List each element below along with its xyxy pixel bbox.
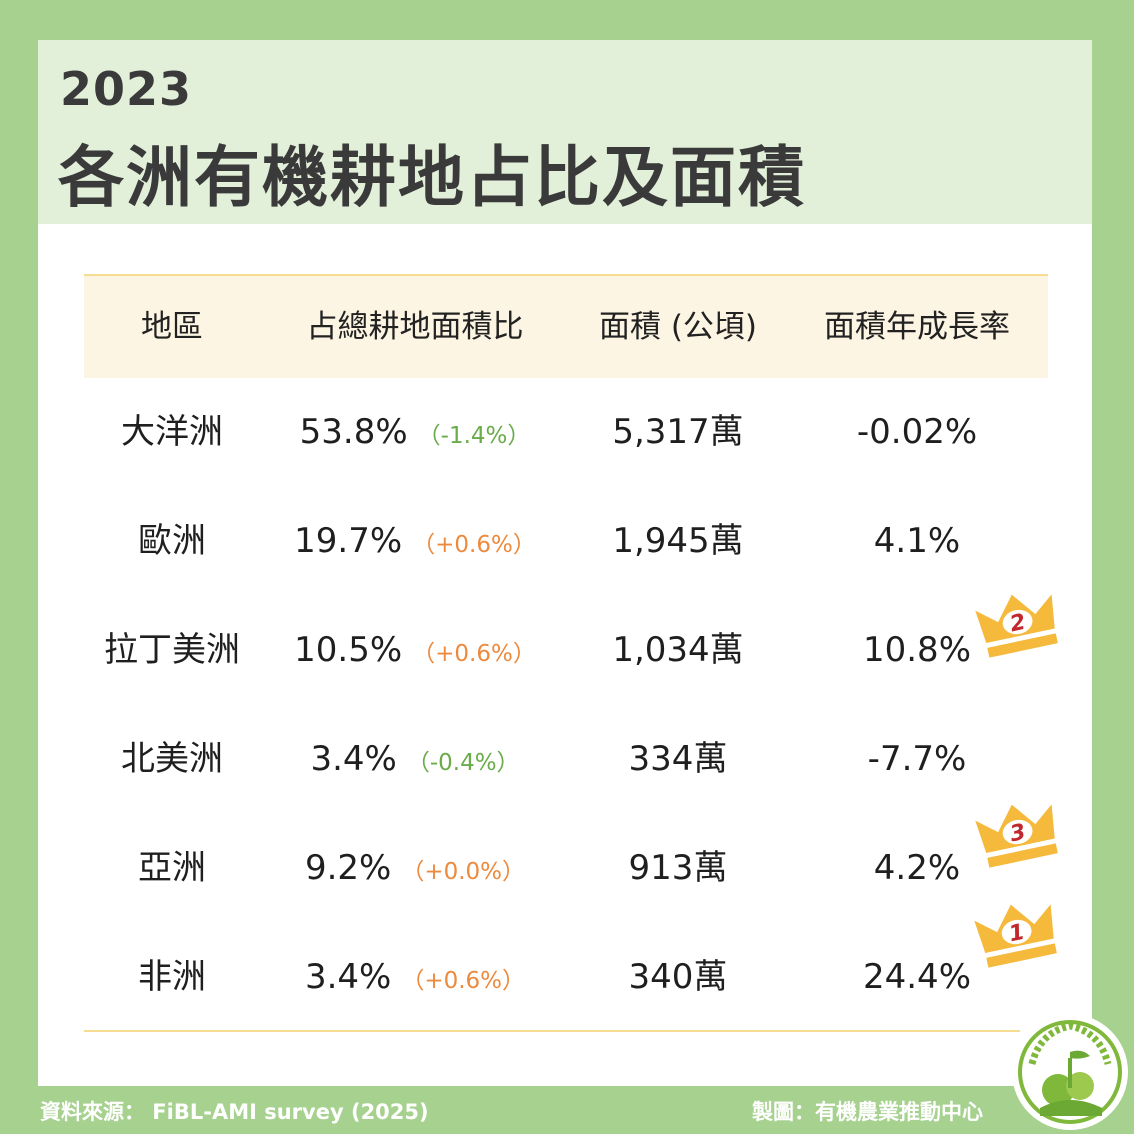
crown-icon: 3 <box>975 804 1058 868</box>
share-change: （+0.6%） <box>412 532 536 558</box>
share-change: （+0.6%） <box>412 641 536 667</box>
table-row: 歐洲 19.7% （+0.6%） 1,945萬 4.1% <box>84 501 1048 581</box>
region-cell: 北美洲 <box>121 739 223 779</box>
table-row: 大洋洲 53.8% （-1.4%） 5,317萬 -0.02% <box>84 392 1048 472</box>
rank-label: 1 <box>1007 920 1027 948</box>
growth-cell: -0.02% <box>856 412 978 452</box>
rank-label: 3 <box>1008 820 1028 848</box>
share-value: 9.2% <box>304 848 392 888</box>
crown-icon: 1 <box>974 904 1057 968</box>
region-cell: 亞洲 <box>138 848 206 888</box>
page-title: 各洲有機耕地占比及面積 <box>58 139 806 216</box>
share-change: （+0.0%） <box>401 859 526 885</box>
share-cell: 53.8% （-1.4%） <box>260 392 570 472</box>
growth-cell: -7.7% <box>867 739 967 779</box>
crown-icon: 2 <box>975 594 1058 658</box>
table-bottom-border <box>84 1030 1020 1032</box>
region-cell: 非洲 <box>138 957 206 997</box>
growth-cell: 10.8% <box>862 630 971 670</box>
rank-label: 2 <box>1008 610 1028 638</box>
area-cell: 340萬 <box>628 957 728 997</box>
year-heading: 2023 <box>60 62 193 116</box>
column-header-share: 占總耕地面積比 <box>306 309 524 345</box>
share-change: （-1.4%） <box>417 423 531 449</box>
table-row: 北美洲 3.4% （-0.4%） 334萬 -7.7% <box>84 719 1048 799</box>
share-cell: 19.7% （+0.6%） <box>260 501 570 581</box>
share-value: 3.4% <box>310 739 397 779</box>
share-cell: 9.2% （+0.0%） <box>260 828 570 908</box>
column-header-region: 地區 <box>141 309 203 345</box>
area-cell: 1,945萬 <box>612 521 744 561</box>
growth-cell: 4.1% <box>873 521 961 561</box>
share-value: 19.7% <box>294 521 403 561</box>
share-cell: 3.4% （-0.4%） <box>260 719 570 799</box>
share-value: 10.5% <box>294 630 403 670</box>
share-value: 53.8% <box>299 412 408 452</box>
region-cell: 大洋洲 <box>121 412 223 452</box>
area-cell: 1,034萬 <box>612 630 744 670</box>
source-credit: 資料來源： FiBL-AMI survey (2025) <box>40 1100 429 1124</box>
share-change: （+0.6%） <box>401 968 526 994</box>
share-change: （-0.4%） <box>406 750 520 776</box>
table-row: 非洲 3.4% （+0.6%） 340萬 24.4% <box>84 937 1048 1017</box>
table-row: 拉丁美洲 10.5% （+0.6%） 1,034萬 10.8% <box>84 610 1048 690</box>
share-value: 3.4% <box>304 957 392 997</box>
share-cell: 3.4% （+0.6%） <box>260 937 570 1017</box>
region-cell: 歐洲 <box>138 521 206 561</box>
table-header: 地區 占總耕地面積比 面積 (公頃) 面積年成長率 <box>84 274 1048 378</box>
share-cell: 10.5% （+0.6%） <box>260 610 570 690</box>
region-cell: 拉丁美洲 <box>104 630 240 670</box>
maker-credit: 製圖：有機農業推動中心 <box>752 1100 983 1124</box>
growth-cell: 24.4% <box>862 957 971 997</box>
title-banner: 2023 各洲有機耕地占比及面積 <box>38 40 1092 224</box>
growth-cell: 4.2% <box>873 848 961 888</box>
area-cell: 334萬 <box>628 739 728 779</box>
organic-agriculture-center-logo <box>1012 1014 1128 1130</box>
column-header-area: 面積 (公頃) <box>598 309 758 345</box>
column-header-growth: 面積年成長率 <box>824 309 1010 345</box>
area-cell: 913萬 <box>628 848 728 888</box>
table-row: 亞洲 9.2% （+0.0%） 913萬 4.2% <box>84 828 1048 908</box>
infographic-card: 2023 各洲有機耕地占比及面積 <box>38 40 1092 1086</box>
area-cell: 5,317萬 <box>612 412 744 452</box>
